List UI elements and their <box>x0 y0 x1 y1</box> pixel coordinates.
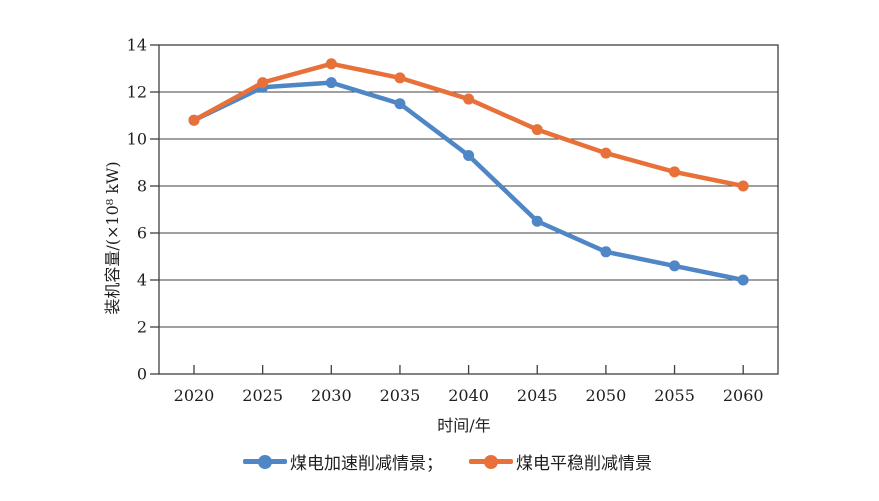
y-tick-label-4: 4 <box>137 271 147 290</box>
steady-reduction-point-2035 <box>394 72 406 84</box>
x-axis-title: 时间/年 <box>437 416 491 435</box>
x-tick-label-2035: 2035 <box>380 386 421 405</box>
accelerated-reduction-point-2055 <box>669 260 681 272</box>
y-tick-label-2: 2 <box>137 318 147 337</box>
x-tick-label-2060: 2060 <box>723 386 764 405</box>
y-tick-label-8: 8 <box>137 177 147 196</box>
steady-reduction-point-2050 <box>600 147 612 159</box>
legend-item-steady-reduction: 煤电平稳削减情景 <box>469 449 652 474</box>
accelerated-reduction-line <box>191 80 746 283</box>
legend-label: 煤电平稳削减情景 <box>516 454 652 474</box>
x-tick-label-2025: 2025 <box>242 386 283 405</box>
accelerated-reduction-line-marker-icon <box>243 454 287 469</box>
steady-reduction-line <box>191 61 746 189</box>
x-tick-label-2055: 2055 <box>654 386 695 405</box>
steady-reduction-point-2040 <box>463 93 475 105</box>
steady-reduction-dot-icon <box>484 454 498 469</box>
x-tick-label-2040: 2040 <box>448 386 489 405</box>
y-tick-label-6: 6 <box>137 224 147 243</box>
steady-reduction-series <box>188 58 749 192</box>
accelerated-reduction-point-2035 <box>394 98 406 110</box>
y-axis-title: 装机容量/(×10⁸ kW) <box>103 161 122 315</box>
legend-label: 煤电加速削减情景； <box>290 454 443 474</box>
x-tick-label-2045: 2045 <box>517 386 558 405</box>
legend-item-accelerated-reduction: 煤电加速削减情景； <box>243 449 443 474</box>
y-tick-label-14: 14 <box>127 36 147 55</box>
y-tick-label-12: 12 <box>127 83 147 102</box>
y-tick-labels: 0 2 4 6 8 10 12 14 <box>127 36 147 384</box>
accelerated-reduction-point-2050 <box>600 246 612 258</box>
x-axis-ticks <box>193 365 744 374</box>
x-tick-label-2030: 2030 <box>311 386 352 405</box>
gridlines <box>159 91 778 328</box>
accelerated-reduction-series <box>188 77 749 286</box>
y-tick-label-10: 10 <box>127 130 147 149</box>
steady-reduction-point-2020 <box>188 114 200 126</box>
accelerated-reduction-point-2045 <box>531 215 543 227</box>
steady-reduction-line-marker-icon <box>469 454 513 469</box>
x-tick-label-2050: 2050 <box>586 386 627 405</box>
x-tick-label-2020: 2020 <box>174 386 215 405</box>
chart-legend: 煤电加速削减情景； 煤电平稳削减情景 <box>8 449 879 474</box>
accelerated-reduction-point-2060 <box>737 274 749 286</box>
steady-reduction-point-2055 <box>669 166 681 178</box>
y-tick-label-0: 0 <box>137 365 147 384</box>
steady-reduction-point-2045 <box>531 124 543 136</box>
steady-reduction-point-2025 <box>257 77 269 89</box>
accelerated-reduction-point-2030 <box>325 77 337 89</box>
accelerated-reduction-dot-icon <box>258 454 272 469</box>
x-tick-labels: 2020 2025 2030 2035 2040 2045 2050 2055 2060 <box>174 386 764 405</box>
accelerated-reduction-point-2040 <box>463 149 475 161</box>
steady-reduction-point-2060 <box>737 180 749 192</box>
steady-reduction-point-2030 <box>325 58 337 70</box>
y-axis-ticks <box>150 44 159 375</box>
